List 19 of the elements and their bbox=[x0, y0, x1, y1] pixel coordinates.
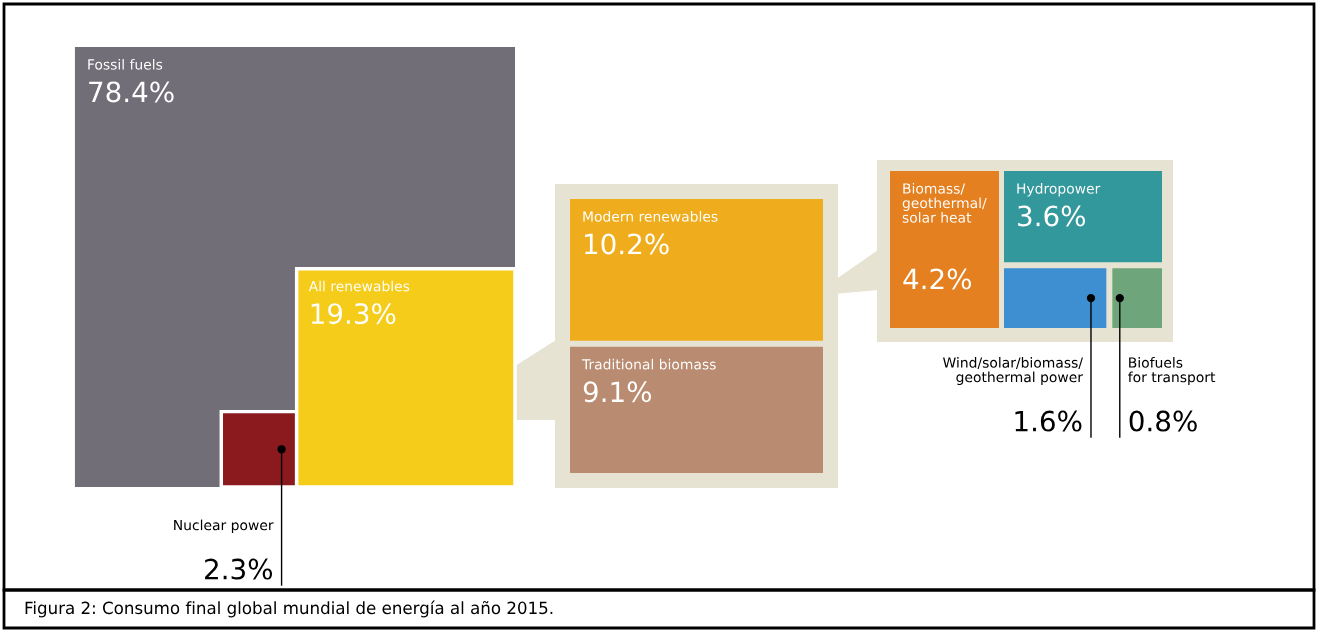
category-label: Fossil fuels bbox=[88, 58, 163, 70]
category-label: Nuclear power bbox=[174, 519, 274, 533]
data-label: 78.4% bbox=[89, 81, 174, 103]
data-label: 0.8% bbox=[1129, 410, 1197, 432]
category-label: Biofuels for transport bbox=[1128, 357, 1216, 385]
data-label: 9.1% bbox=[583, 381, 652, 403]
category-label: Hydropower bbox=[1017, 183, 1101, 197]
data-label: 19.3% bbox=[311, 303, 396, 325]
category-label: Biomass/ geothermal/ solar heat bbox=[902, 183, 987, 223]
category-label: Traditional biomass bbox=[581, 358, 716, 370]
data-label: 1.6% bbox=[1015, 410, 1082, 432]
category-label: Wind/solar/biomass/ geothermal power bbox=[943, 357, 1083, 385]
data-label: 3.6% bbox=[1018, 205, 1086, 227]
text: Figura 2: Consumo final global mundial de energía al año 2015. bbox=[25, 600, 553, 618]
data-label: 2.3% bbox=[205, 558, 273, 580]
category-label: All renewables bbox=[308, 280, 410, 292]
category-label: Modern renewables bbox=[583, 211, 718, 222]
data-label: 10.2% bbox=[585, 233, 669, 255]
data-label: 4.2% bbox=[903, 268, 972, 290]
